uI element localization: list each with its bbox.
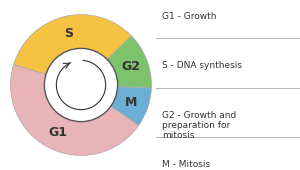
Text: G2 - Growth and
preparation for
mitosis: G2 - Growth and preparation for mitosis [162,110,236,140]
Text: M - Mitosis
(cell division): M - Mitosis (cell division) [162,160,222,170]
Text: S - DNA synthesis: S - DNA synthesis [162,61,242,70]
Circle shape [44,48,118,122]
Wedge shape [14,15,131,74]
Text: S: S [64,27,73,40]
Text: M: M [125,96,137,108]
Wedge shape [111,87,152,125]
Wedge shape [107,36,152,88]
Text: G1: G1 [48,126,67,139]
Text: G2: G2 [121,60,140,73]
Text: G1 - Growth: G1 - Growth [162,12,216,21]
Wedge shape [11,64,139,155]
